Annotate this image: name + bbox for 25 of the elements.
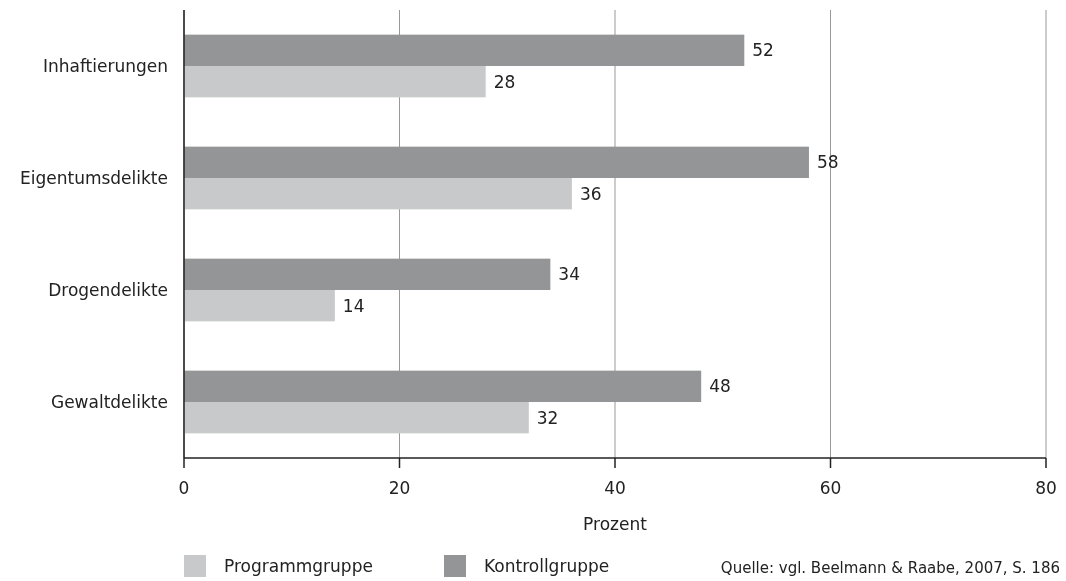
data-label: 28: [493, 71, 516, 92]
data-label: 58: [816, 152, 839, 173]
bar: [184, 178, 572, 210]
data-label: 14: [342, 295, 365, 316]
data-label: 36: [579, 183, 602, 204]
x-axis-title: Prozent: [583, 514, 648, 534]
data-label: 48: [709, 376, 731, 397]
legend-label: Kontrollgruppe: [484, 555, 610, 576]
bar: [184, 66, 486, 98]
x-tick-label: 40: [604, 478, 626, 498]
x-tick-label: 20: [388, 478, 411, 498]
bar: [184, 290, 335, 322]
legend-label: Programmgruppe: [224, 555, 373, 576]
data-label: 52: [752, 40, 774, 61]
bar: [184, 402, 529, 434]
data-label: 34: [558, 264, 580, 285]
data-label: 32: [536, 407, 559, 428]
x-tick-label: 0: [178, 478, 190, 498]
x-tick-label: 60: [819, 478, 842, 498]
y-tick-label: Eigentumsdelikte: [19, 167, 168, 188]
x-tick-label: 80: [1035, 478, 1057, 498]
source-note: Quelle: vgl. Beelmann & Raabe, 2007, S. 186: [720, 559, 1060, 578]
y-tick-label: Gewaltdelikte: [50, 391, 168, 412]
y-tick-label: Drogendelikte: [48, 279, 168, 300]
y-tick-label: Inhaftierungen: [42, 55, 168, 76]
